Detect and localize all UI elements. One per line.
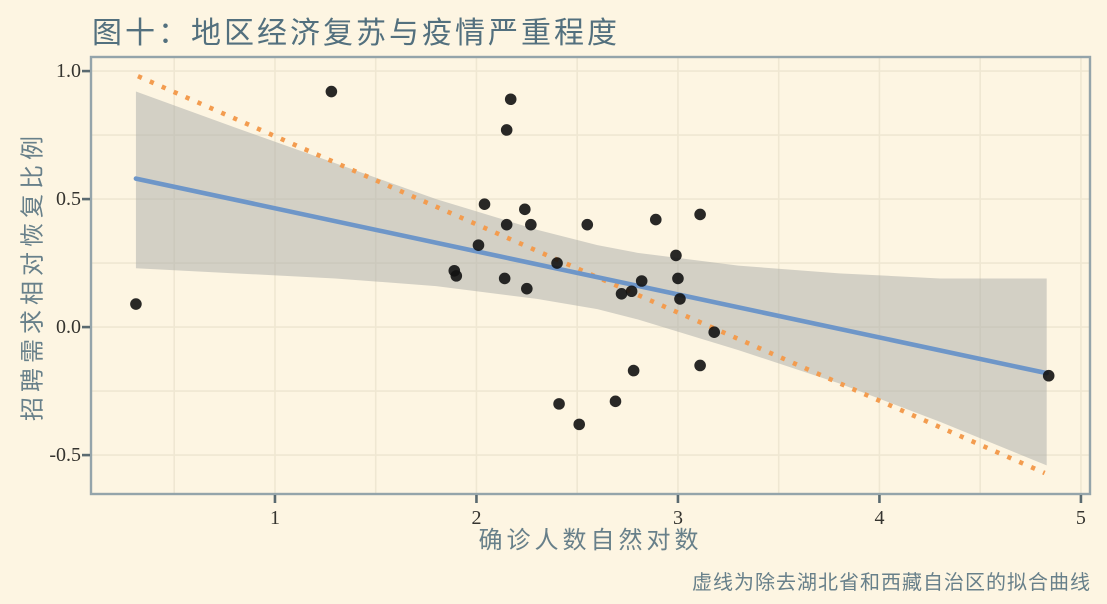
chart-title: 图十：地区经济复苏与疫情严重程度 xyxy=(92,17,620,50)
data-point xyxy=(649,213,662,226)
data-point xyxy=(519,203,531,216)
data-point xyxy=(573,418,586,431)
x-tick-label: 4 xyxy=(874,507,885,529)
data-point xyxy=(615,288,628,300)
data-point xyxy=(1042,369,1055,382)
data-point xyxy=(525,218,537,231)
data-point xyxy=(521,282,533,295)
data-point xyxy=(504,93,517,106)
fit-line-solid xyxy=(133,176,1049,376)
confidence-band xyxy=(135,91,1047,466)
data-point xyxy=(478,198,491,211)
data-point xyxy=(450,270,463,282)
y-tick-label: 0.5 xyxy=(56,188,81,211)
data-point xyxy=(609,395,622,408)
data-point xyxy=(581,218,594,231)
data-point xyxy=(472,239,485,251)
chart-footnote-annotation: 虚线为除去湖北省和西藏自治区的拟合曲线 xyxy=(692,572,1091,594)
x-axis-title: 确诊人数自然对数 xyxy=(478,528,703,554)
data-point xyxy=(500,218,513,231)
panel-border xyxy=(89,55,1092,496)
x-tick-label: 1 xyxy=(269,507,280,529)
data-point xyxy=(635,275,648,287)
data-point xyxy=(325,85,338,98)
data-point xyxy=(708,326,721,339)
data-point xyxy=(551,257,563,269)
data-point xyxy=(694,208,706,221)
data-point xyxy=(672,272,684,285)
data-point xyxy=(498,272,511,285)
data-point xyxy=(694,359,706,372)
y-tick-label: 0.0 xyxy=(56,316,81,339)
data-point xyxy=(625,285,638,298)
data-point xyxy=(670,249,682,262)
x-tick-label: 3 xyxy=(672,507,683,529)
y-tick-label: -0.5 xyxy=(49,444,81,467)
y-tick-label: 1.0 xyxy=(56,60,81,83)
data-point xyxy=(500,124,513,136)
data-point xyxy=(627,364,640,377)
data-point xyxy=(674,293,686,305)
data-point xyxy=(130,298,142,310)
y-axis-title: 招聘需求相对恢复比例 xyxy=(20,131,47,421)
x-tick-label: 2 xyxy=(471,507,482,529)
data-point xyxy=(553,398,565,410)
x-tick-label: 5 xyxy=(1075,507,1086,529)
